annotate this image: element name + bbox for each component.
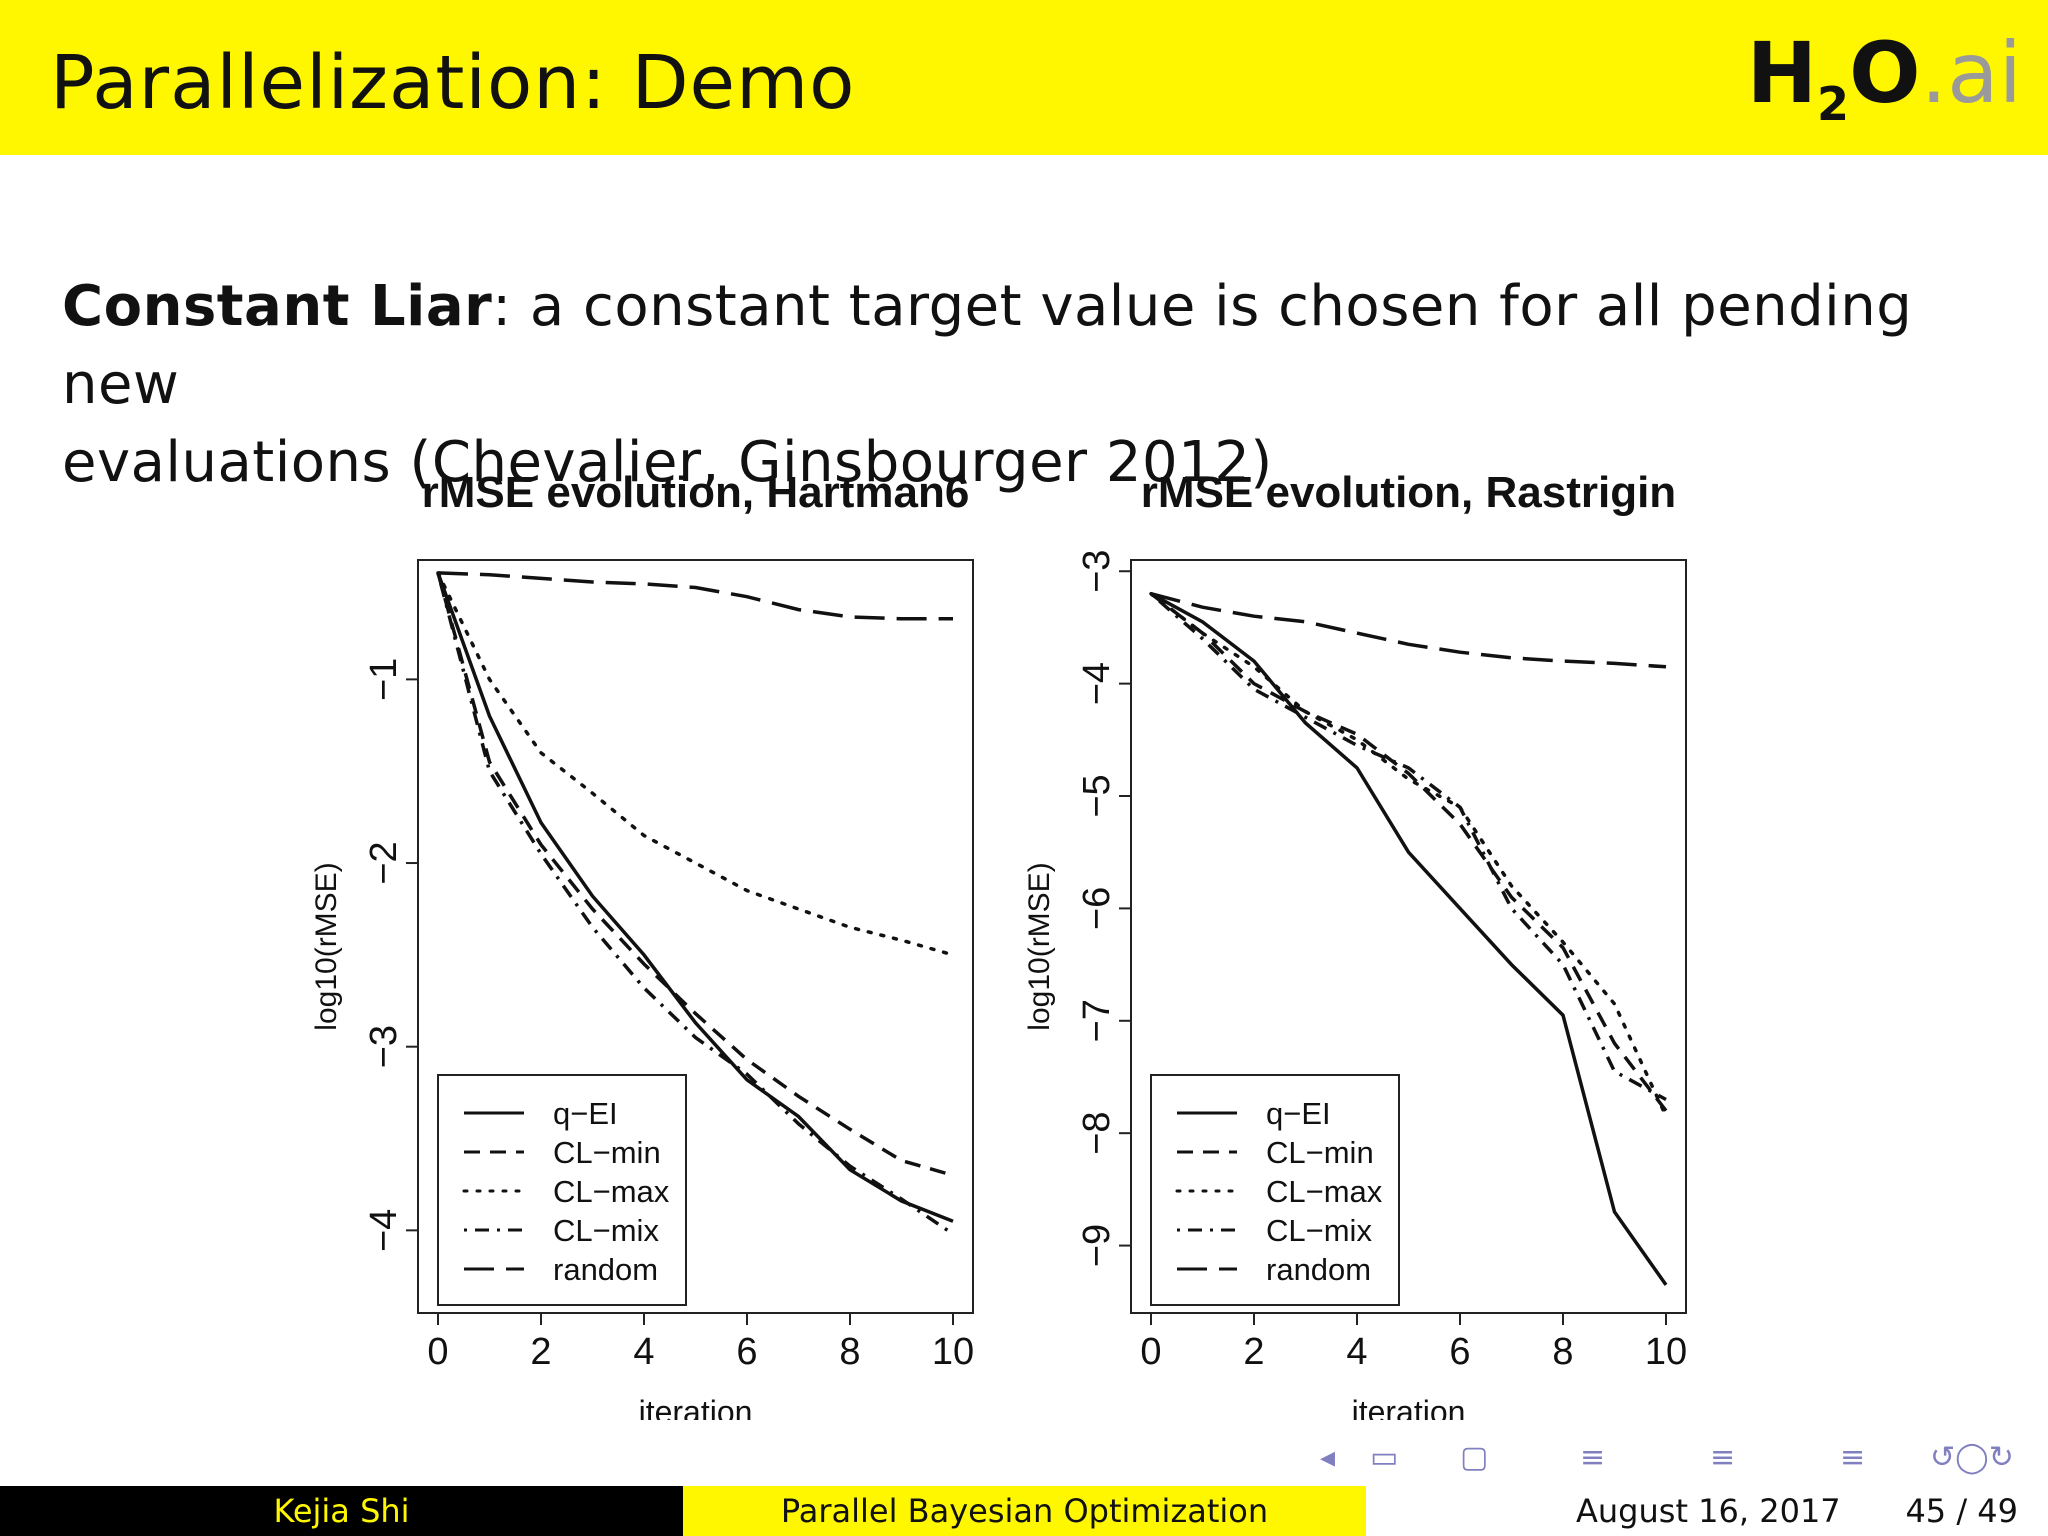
y-tick-label: −9 xyxy=(1076,1224,1118,1267)
beamer-navigation-bar: ◂ ▭ ▢ ≡ ≡ ≡ ↺◯↻ xyxy=(1320,1440,2030,1476)
figure-charts: rMSE evolution, Hartman6 0 2 4 6 8 10 iteration… xyxy=(310,468,1687,1420)
logo-h: H xyxy=(1746,24,1818,122)
slide-footer: Kejia Shi Parallel Bayesian Optimization… xyxy=(0,1486,2048,1536)
x-tick-label: 10 xyxy=(932,1331,974,1373)
x-tick-label: 8 xyxy=(1552,1331,1573,1373)
y-tick-label: −8 xyxy=(1076,1112,1118,1155)
y-tick-label: −3 xyxy=(1076,550,1118,593)
term-constant-liar: Constant Liar xyxy=(62,274,493,339)
y-tick-label: −7 xyxy=(1076,999,1118,1042)
footer-date: August 16, 2017 xyxy=(1576,1492,1841,1530)
y-tick-label: −3 xyxy=(363,1025,405,1068)
series-line-longdash xyxy=(1150,592,1667,669)
footer-page-number: 45 / 49 xyxy=(1905,1492,2018,1530)
x-tick-label: 0 xyxy=(427,1331,448,1373)
nav-frame-icon[interactable]: ▢ xyxy=(1460,1440,1489,1475)
legend-label: random xyxy=(1266,1252,1371,1287)
y-tick-label: −5 xyxy=(1076,774,1118,817)
legend-label: CL−max xyxy=(553,1174,670,1209)
chart-1: rMSE evolution, Hartman6 0 2 4 6 8 10 iteration… xyxy=(310,468,974,1420)
slide-body-text: Constant Liar: a constant target value i… xyxy=(62,268,1962,502)
y-tick-label: −4 xyxy=(1076,662,1118,705)
nav-align-icon[interactable]: ≡ xyxy=(1840,1440,1866,1475)
series-line-dashdot xyxy=(436,572,954,1236)
series-line-solid xyxy=(1150,592,1668,1286)
nav-slide-icon[interactable]: ≡ xyxy=(1710,1440,1736,1475)
nav-left-arrow-icon[interactable]: ◂ xyxy=(1320,1440,1336,1475)
series-line-dashed xyxy=(436,572,954,1177)
series-line-dashdot xyxy=(1149,592,1667,1102)
slide-title: Parallelization: Demo xyxy=(50,40,856,126)
logo-o: O xyxy=(1849,24,1921,122)
nav-section-icon[interactable]: ▭ xyxy=(1370,1440,1399,1475)
legend-label: CL−min xyxy=(553,1135,661,1170)
x-tick-label: 6 xyxy=(1449,1331,1470,1373)
footer-title: Parallel Bayesian Optimization xyxy=(683,1486,1366,1536)
legend-label: CL−mix xyxy=(1266,1213,1372,1248)
legend-label: random xyxy=(553,1252,658,1287)
legend-label: CL−max xyxy=(1266,1174,1383,1209)
y-axis-label: log10(rMSE) xyxy=(1023,862,1056,1030)
series-line-dashed xyxy=(1149,592,1668,1112)
x-tick-label: 2 xyxy=(530,1331,551,1373)
y-tick-label: −6 xyxy=(1076,887,1118,930)
x-tick-label: 4 xyxy=(633,1331,654,1373)
x-axis-label: iteration xyxy=(1352,1394,1466,1420)
y-tick-label: −4 xyxy=(363,1209,405,1252)
footer-author: Kejia Shi xyxy=(0,1486,683,1536)
x-axis-label: iteration xyxy=(639,1394,753,1420)
x-tick-label: 8 xyxy=(839,1331,860,1373)
series-line-solid xyxy=(436,572,954,1223)
legend-label: CL−min xyxy=(1266,1135,1374,1170)
series-line-dotted xyxy=(1149,591,1668,1119)
chart-title: rMSE evolution, Hartman6 xyxy=(422,468,970,517)
nav-zoom-icon[interactable]: ↺◯↻ xyxy=(1930,1440,2014,1475)
series-line-dotted xyxy=(436,571,955,957)
legend-label: q−EI xyxy=(553,1096,618,1131)
plot-frame xyxy=(417,559,974,1314)
logo-subscript: 2 xyxy=(1817,77,1850,131)
x-tick-label: 6 xyxy=(736,1331,757,1373)
plot-frame xyxy=(1130,559,1687,1314)
h2o-logo: H2O.ai xyxy=(1746,24,2022,131)
body-text-line2: evaluations (Chevalier, Ginsbourger 2012… xyxy=(62,430,1273,495)
logo-ai: .ai xyxy=(1920,24,2022,122)
y-axis-label: log10(rMSE) xyxy=(310,862,343,1030)
chart-title: rMSE evolution, Rastrigin xyxy=(1141,468,1676,517)
x-tick-label: 0 xyxy=(1140,1331,1161,1373)
x-tick-label: 4 xyxy=(1346,1331,1367,1373)
x-tick-label: 2 xyxy=(1243,1331,1264,1373)
slide-header: Parallelization: Demo H2O.ai xyxy=(0,0,2048,155)
legend-label: q−EI xyxy=(1266,1096,1331,1131)
body-text-line1: : a constant target value is chosen for … xyxy=(62,274,1913,417)
nav-subsection-icon[interactable]: ≡ xyxy=(1580,1440,1606,1475)
series-line-longdash xyxy=(437,571,953,621)
legend-label: CL−mix xyxy=(553,1213,659,1248)
y-tick-label: −2 xyxy=(363,841,405,884)
footer-date-page: August 16, 2017 45 / 49 xyxy=(1366,1486,2048,1536)
y-tick-label: −1 xyxy=(363,658,405,701)
x-tick-label: 10 xyxy=(1645,1331,1687,1373)
chart-2: rMSE evolution, Rastrigin 0 2 4 6 8 10 iteratio… xyxy=(1023,468,1687,1420)
